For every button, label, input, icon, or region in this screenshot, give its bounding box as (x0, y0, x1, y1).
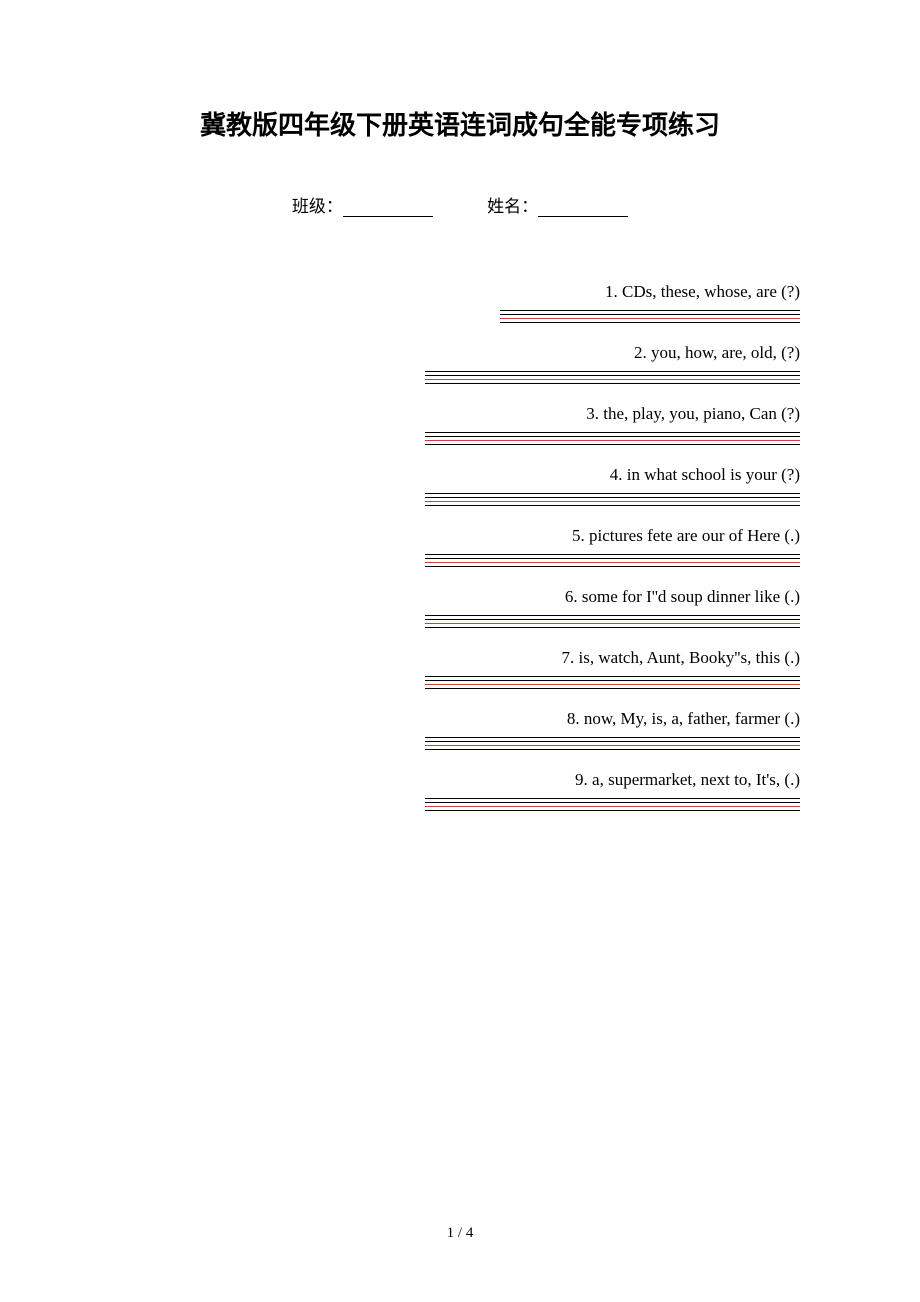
page-footer: 1 / 4 (0, 1225, 920, 1242)
question-text: 3. the, play, you, piano, Can (?) (115, 404, 800, 424)
answer-line (425, 444, 800, 445)
question-item: 5. pictures fete are our of Here (.) (115, 526, 800, 575)
question-text: 6. some for I''d soup dinner like (.) (115, 587, 800, 607)
answer-line (425, 680, 800, 681)
question-item: 9. a, supermarket, next to, It's, (.) (115, 770, 800, 819)
question-text: 1. CDs, these, whose, are (?) (115, 282, 800, 302)
name-label: 姓名： (487, 197, 538, 216)
question-text: 4. in what school is your (?) (115, 465, 800, 485)
class-blank (343, 199, 433, 217)
question-item: 3. the, play, you, piano, Can (?) (115, 404, 800, 453)
question-text: 9. a, supermarket, next to, It's, (.) (115, 770, 800, 790)
answer-line (500, 318, 800, 319)
answer-line (425, 497, 800, 498)
answer-line (425, 562, 800, 563)
answer-line (425, 749, 800, 750)
answer-line (425, 676, 800, 677)
answer-lines (115, 493, 800, 514)
question-text: 8. now, My, is, a, father, farmer (.) (115, 709, 800, 729)
question-item: 2. you, how, are, old, (?) (115, 343, 800, 392)
question-item: 8. now, My, is, a, father, farmer (.) (115, 709, 800, 758)
answer-lines (115, 554, 800, 575)
answer-line (425, 688, 800, 689)
answer-lines (115, 432, 800, 453)
name-blank (538, 199, 628, 217)
class-label: 班级： (292, 197, 343, 216)
document-page: 冀教版四年级下册英语连词成句全能专项练习 班级： 姓名： 1. CDs, the… (0, 0, 920, 819)
question-item: 6. some for I''d soup dinner like (.) (115, 587, 800, 636)
answer-line (425, 375, 800, 376)
answer-line (425, 810, 800, 811)
answer-lines (115, 798, 800, 819)
answer-line (425, 440, 800, 441)
answer-line (425, 623, 800, 624)
answer-line (425, 554, 800, 555)
answer-lines (115, 737, 800, 758)
answer-line (425, 806, 800, 807)
answer-line (500, 310, 800, 311)
answer-lines (115, 310, 800, 331)
answer-lines (115, 615, 800, 636)
answer-line (425, 501, 800, 502)
question-text: 5. pictures fete are our of Here (.) (115, 526, 800, 546)
answer-line (425, 615, 800, 616)
answer-line (500, 322, 800, 323)
answer-line (425, 379, 800, 380)
answer-line (500, 314, 800, 315)
answer-line (425, 383, 800, 384)
answer-line (425, 371, 800, 372)
answer-line (425, 436, 800, 437)
document-title: 冀教版四年级下册英语连词成句全能专项练习 (115, 105, 805, 142)
question-item: 7. is, watch, Aunt, Booky''s, this (.) (115, 648, 800, 697)
answer-line (425, 505, 800, 506)
answer-line (425, 741, 800, 742)
answer-line (425, 566, 800, 567)
answer-line (425, 684, 800, 685)
question-item: 1. CDs, these, whose, are (?) (115, 282, 800, 331)
answer-line (425, 802, 800, 803)
question-text: 2. you, how, are, old, (?) (115, 343, 800, 363)
answer-line (425, 737, 800, 738)
question-text: 7. is, watch, Aunt, Booky''s, this (.) (115, 648, 800, 668)
answer-line (425, 619, 800, 620)
answer-line (425, 558, 800, 559)
question-item: 4. in what school is your (?) (115, 465, 800, 514)
questions-container: 1. CDs, these, whose, are (?) 2. you, how… (115, 282, 805, 819)
answer-line (425, 627, 800, 628)
answer-line (425, 493, 800, 494)
answer-lines (115, 676, 800, 697)
answer-line (425, 798, 800, 799)
answer-line (425, 432, 800, 433)
answer-lines (115, 371, 800, 392)
header-fields: 班级： 姓名： (115, 192, 805, 217)
answer-line (425, 745, 800, 746)
